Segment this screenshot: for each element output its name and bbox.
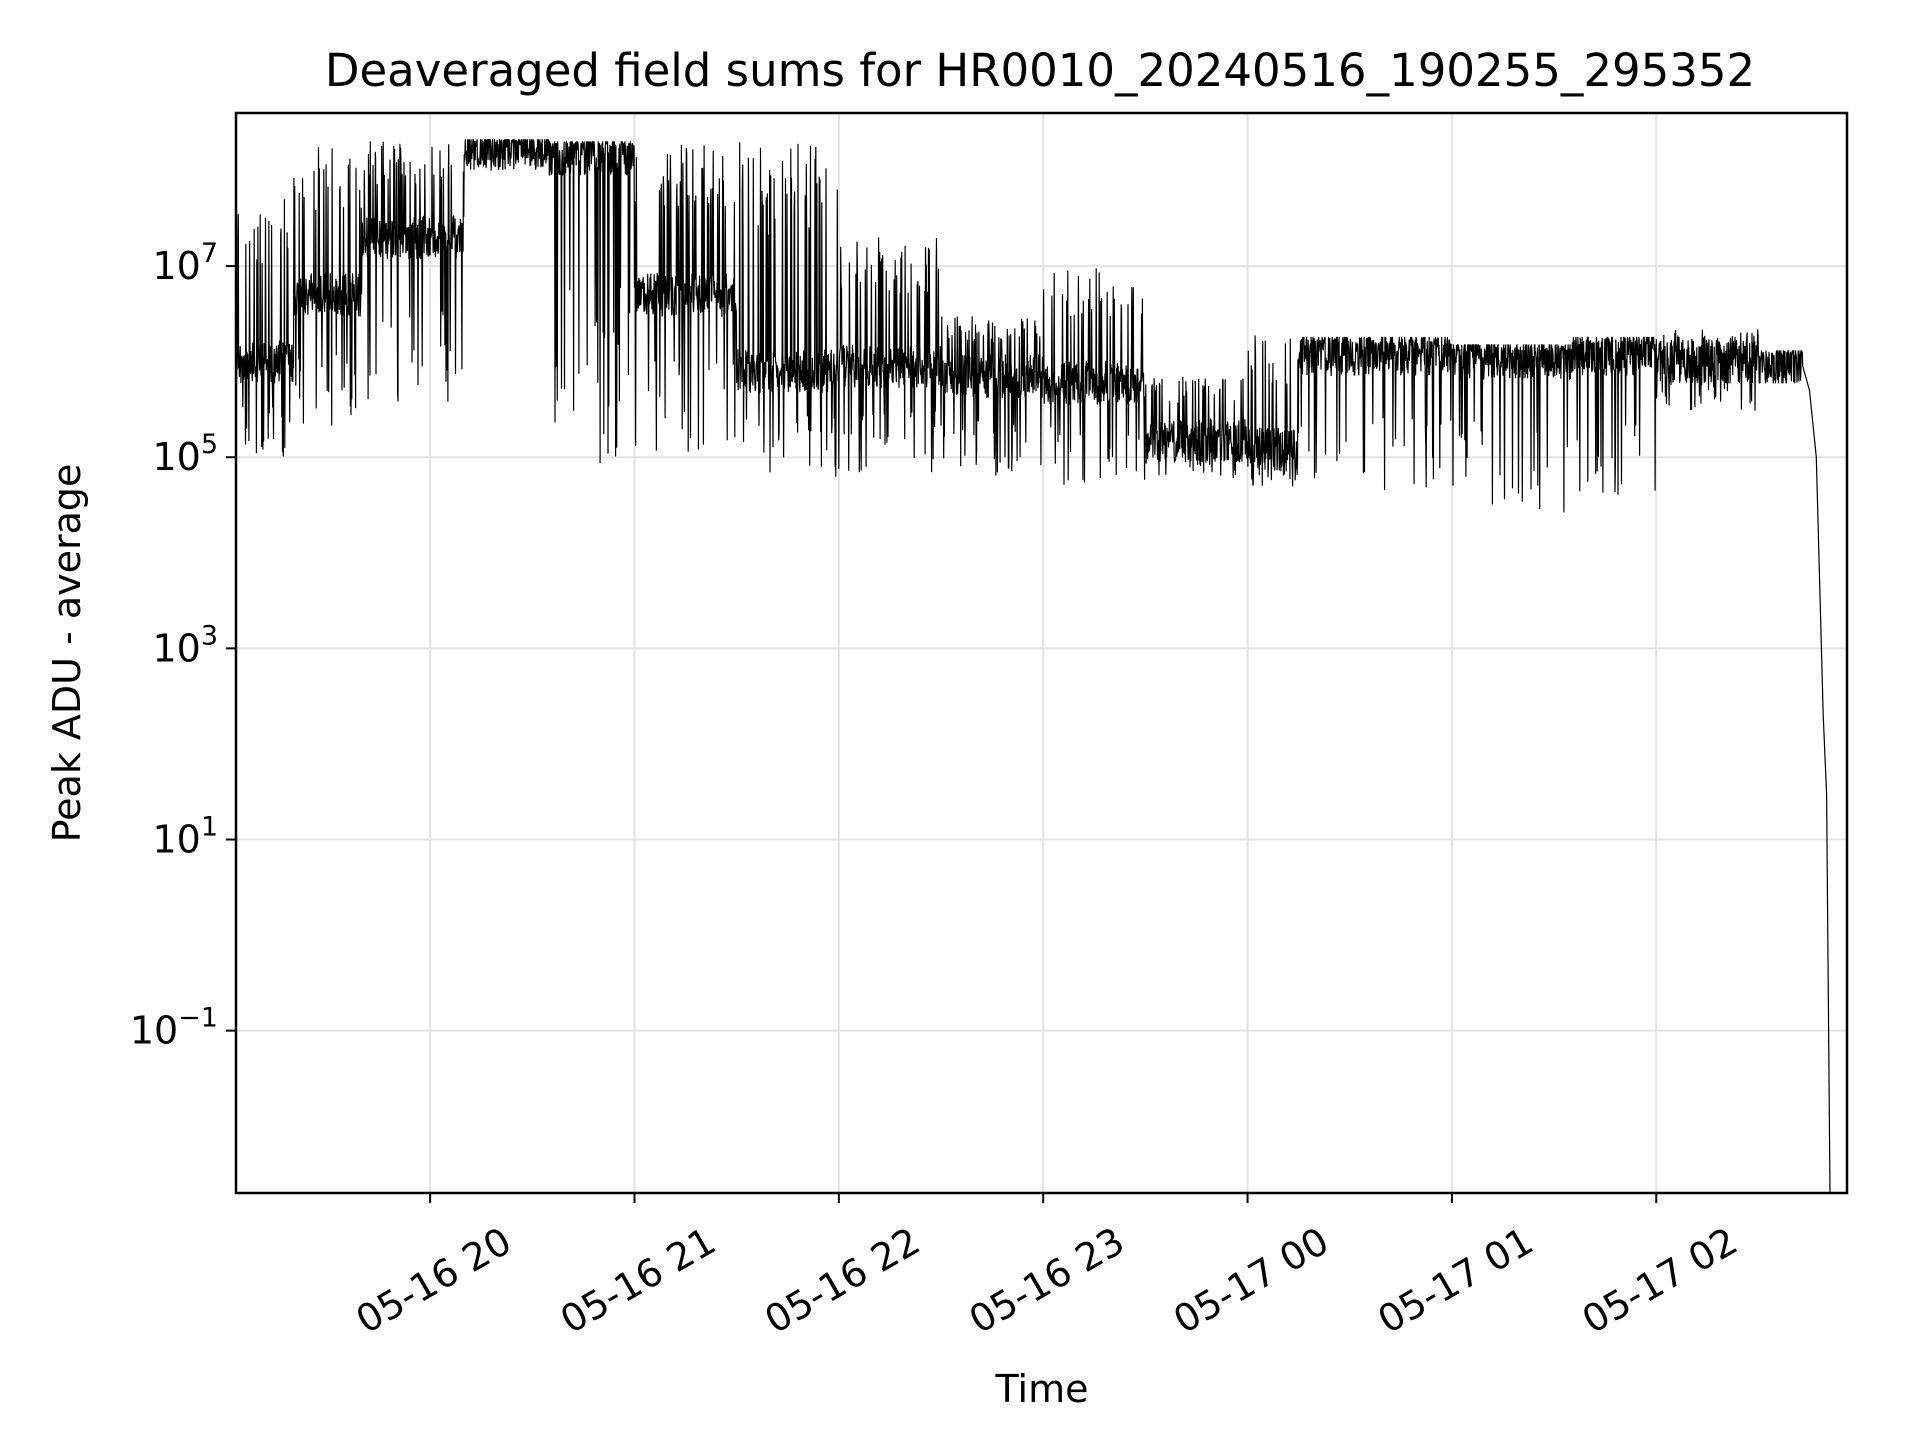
- y-tick-label: 103: [152, 620, 218, 670]
- y-axis-label: Peak ADU - average: [45, 464, 89, 843]
- y-tick-label: 101: [152, 812, 218, 862]
- y-tick-label: 10−1: [130, 1003, 218, 1053]
- y-tick-label: 107: [152, 238, 218, 288]
- x-axis-label: Time: [995, 1367, 1089, 1411]
- series-line: [235, 139, 1831, 1194]
- series-layer: [235, 139, 1831, 1194]
- y-tick-label: 105: [152, 429, 218, 479]
- plot-frame: [234, 111, 1849, 1195]
- y-axis: 107 105 103 101 10−1: [130, 238, 236, 1053]
- chart-title: Deaveraged field sums for HR0010_2024051…: [325, 44, 1755, 97]
